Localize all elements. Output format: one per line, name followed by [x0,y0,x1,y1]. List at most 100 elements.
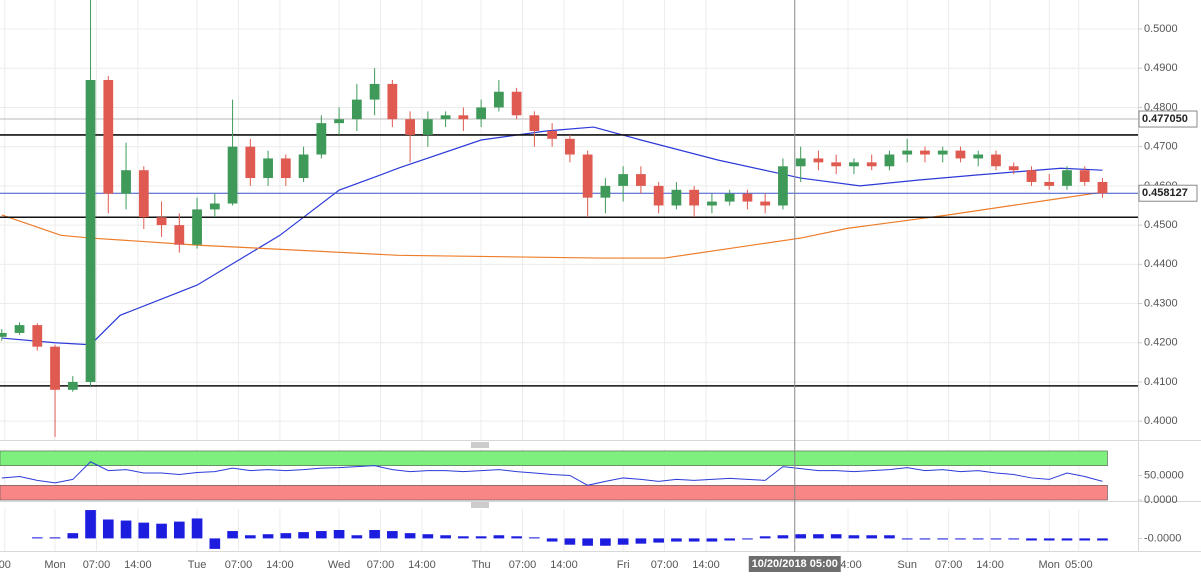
moving-average [1,191,1103,259]
histogram-bar [298,532,309,539]
histogram-bar [1008,538,1020,540]
histogram-bar [1079,538,1091,541]
candle-body [1044,181,1055,186]
candle-body [813,158,824,163]
histogram-bar [901,538,913,540]
histogram-bar [209,538,221,549]
candle-body [547,130,558,139]
y-tick-label: 0.5000 [1144,23,1178,35]
histogram-bar [387,531,398,539]
histogram-bar [280,533,292,539]
histogram-bar [493,535,505,539]
candle-body [192,209,202,245]
candle-body [955,150,966,159]
candle-body [440,115,451,120]
x-tick-label: Wed [328,559,350,571]
histogram-bar [529,537,540,539]
candle-body [369,83,380,100]
histogram-bar [635,538,647,544]
histogram-bar [404,533,416,539]
histogram-bar [1026,538,1037,541]
histogram-bar [546,538,558,542]
histogram-bar [1043,538,1055,541]
candle-body [422,119,433,135]
histogram-bar [156,523,167,539]
candle-body [32,325,43,347]
pane-grip[interactable] [471,442,489,508]
candle-body [937,150,948,155]
histogram-bar [120,520,132,539]
histogram-bar [440,535,451,539]
indicator-line [1,461,1103,486]
candle-body [618,174,629,186]
histogram-bar [919,538,931,540]
candle-body [476,107,487,120]
candle-body [1008,166,1019,171]
histogram-bar [1061,538,1073,541]
histogram-bar [564,538,576,545]
candle-body [849,162,859,167]
histogram-bar [369,530,380,539]
candle-body [742,193,753,202]
y-tick-label: 0.4900 [1144,62,1178,74]
candle-body [138,170,149,218]
y-tick-label: 0.0000 [1144,494,1178,506]
y-tick-label: 0.4300 [1144,297,1178,309]
histogram-bar [671,538,682,542]
x-tick-label: 14:00 [834,559,862,571]
x-tick-label: 14:00 [124,559,152,571]
candle-body [1026,170,1037,182]
x-tick-label: 07:00 [935,559,963,571]
candle-body [831,162,842,167]
band [0,485,1108,501]
candle-body [1062,170,1072,186]
histogram-bar [191,518,203,539]
rsi-pane [0,449,1108,501]
histogram-bar [706,538,718,542]
candle-body [174,225,185,245]
candle-body [0,332,7,337]
candle-body [760,201,771,206]
candle-body [50,346,60,390]
candle-body [263,158,273,179]
histogram-bar [972,538,984,540]
histogram-bar [653,538,664,543]
histogram-bar [138,522,150,539]
histogram-bar [31,537,43,539]
histogram-bar [990,538,1002,540]
candle-body [902,150,913,155]
y-tick-label: 0.4100 [1144,376,1178,388]
candle-body [103,80,114,194]
x-tick-label: 14:00 [266,559,294,571]
histogram-bar [173,521,185,539]
histogram-bar [422,534,434,539]
y-tick-label: 0.4200 [1144,337,1178,349]
y-tick-label: 0.4500 [1144,219,1178,231]
candle-body [920,150,930,155]
histogram-bar [582,538,593,546]
candle-body [724,193,735,202]
histogram-bar [600,538,611,546]
x-tick-label: Tue [188,559,207,571]
candle-body [866,162,877,167]
histogram-bar [244,535,256,539]
histogram-bar [1097,538,1108,541]
histogram-bar [262,534,274,539]
histogram-bar [688,538,700,542]
histogram-bar [813,534,824,539]
x-tick-label: 07:00 [367,559,395,571]
histogram-bar [848,535,860,539]
candle-body [316,123,327,155]
histogram-bar [333,530,345,539]
candle-body [334,119,344,124]
candle-body [884,154,895,167]
y-tick-label: 0.4000 [1144,415,1178,427]
x-tick-label: 14:00 [976,559,1004,571]
price-label: 0.458127 [1142,187,1188,199]
x-tick-label: 00 [0,559,11,571]
band [0,450,1108,466]
x-tick-label: 14:00 [550,559,578,571]
candle-body [351,99,362,120]
candle-body [121,170,131,194]
candle-body [529,115,540,131]
